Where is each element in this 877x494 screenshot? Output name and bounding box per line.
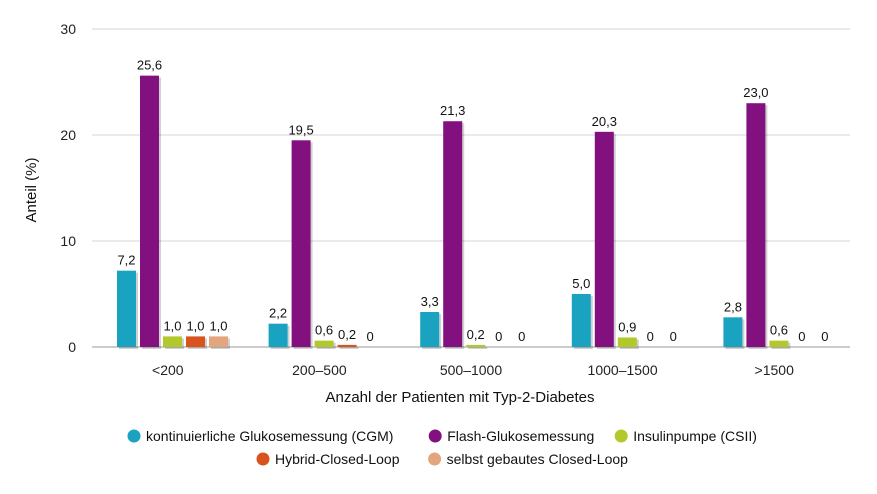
y-tick-label: 0: [68, 339, 76, 355]
bar: [268, 323, 288, 347]
legend-marker: [256, 452, 270, 466]
bar: [314, 340, 334, 347]
data-label: 3,3: [421, 294, 439, 309]
data-label: 19,5: [288, 122, 313, 137]
x-tick-label: 1000–1500: [588, 362, 658, 378]
x-tick-label: <200: [152, 362, 184, 378]
y-tick-label: 10: [60, 233, 76, 249]
legend-marker: [428, 429, 442, 443]
data-label: 0: [821, 329, 828, 344]
data-label: 0,9: [618, 319, 636, 334]
bar: [337, 344, 357, 347]
data-label: 25,6: [137, 58, 162, 73]
bar-shadow: [468, 346, 488, 349]
data-labels: 7,2 25,6 1,0 1,0 1,0 2,2 19,5 0,6 0,2 0 3,3 21,3 0,2…: [117, 58, 828, 344]
bar: [769, 340, 789, 347]
y-tick-label: 20: [60, 127, 76, 143]
bar: [163, 336, 182, 347]
bar: [723, 317, 743, 347]
data-label: 0,6: [315, 323, 333, 338]
data-label: 0,2: [338, 327, 356, 342]
data-label: 0: [366, 329, 373, 344]
bar: [420, 312, 440, 347]
legend-label: selbst gebautes Closed-Loop: [447, 451, 629, 467]
bar: [443, 121, 463, 347]
legend-label: Hybrid-Closed-Loop: [275, 451, 400, 467]
bar: [571, 294, 591, 347]
data-label: 1,0: [186, 318, 204, 333]
bars: [117, 75, 791, 349]
bar: [466, 344, 486, 347]
data-label: 7,2: [117, 253, 135, 268]
legend-label: kontinuierliche Glukosemessung (CGM): [146, 428, 393, 444]
data-label: 0: [647, 329, 654, 344]
y-tick-label: 30: [60, 21, 76, 37]
data-label: 23,0: [743, 85, 768, 100]
x-tick-label: 200–500: [292, 362, 347, 378]
legend-marker: [127, 429, 141, 443]
bar: [140, 75, 159, 347]
legend-label: Insulinpumpe (CSII): [633, 428, 757, 444]
bar-shadow: [339, 346, 359, 349]
data-label: 0,2: [467, 327, 485, 342]
data-label: 0: [798, 329, 805, 344]
data-label: 2,2: [269, 306, 287, 321]
y-axis-ticks: 0 10 20 30: [60, 21, 76, 355]
data-label: 0,6: [770, 323, 788, 338]
bar: [186, 336, 205, 347]
data-label: 0: [670, 329, 677, 344]
data-label: 21,3: [440, 103, 465, 118]
bar: [746, 103, 766, 347]
y-axis-title: Anteil (%): [23, 157, 40, 222]
x-axis-ticks: <200 200–500 500–1000 1000–1500 >1500: [152, 362, 794, 378]
data-label: 5,0: [572, 276, 590, 291]
data-label: 20,3: [592, 114, 617, 129]
legend-marker: [428, 452, 442, 466]
legend-label: Flash-Glukosemessung: [447, 428, 594, 444]
legend-marker: [614, 429, 628, 443]
bar: [594, 131, 614, 347]
x-axis-title: Anzahl der Patienten mit Typ-2-Diabetes: [325, 389, 594, 406]
data-label: 1,0: [163, 318, 181, 333]
legend: kontinuierliche Glukosemessung (CGM) Flas…: [127, 428, 757, 467]
data-label: 1,0: [209, 318, 227, 333]
data-label: 2,8: [724, 299, 742, 314]
data-label: 0: [495, 329, 502, 344]
x-tick-label: 500–1000: [440, 362, 503, 378]
bar: [291, 140, 311, 347]
x-tick-label: >1500: [755, 362, 795, 378]
bar: [209, 336, 228, 347]
data-label: 0: [518, 329, 525, 344]
bar: [617, 337, 637, 347]
bar: [117, 270, 136, 347]
